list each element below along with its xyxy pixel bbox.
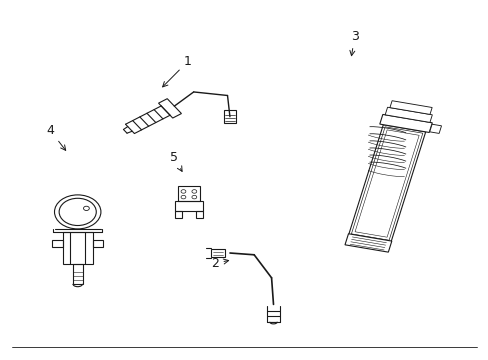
Bar — [389, 101, 431, 114]
Bar — [354, 130, 418, 237]
Bar — [52, 240, 62, 247]
Bar — [429, 124, 441, 134]
Bar — [73, 264, 82, 284]
Bar — [93, 240, 103, 247]
Text: 5: 5 — [169, 150, 182, 171]
FancyArrowPatch shape — [349, 244, 384, 250]
Bar — [345, 234, 391, 252]
Text: 1: 1 — [163, 55, 192, 87]
FancyArrowPatch shape — [351, 239, 385, 245]
FancyArrowPatch shape — [350, 242, 384, 248]
Bar — [178, 186, 200, 201]
FancyArrowPatch shape — [352, 237, 386, 243]
Bar — [62, 233, 93, 264]
Bar — [379, 114, 431, 132]
Bar — [196, 211, 202, 217]
Text: 4: 4 — [46, 124, 65, 150]
Text: 2: 2 — [210, 257, 228, 270]
Bar — [385, 107, 431, 122]
Bar — [175, 211, 182, 217]
Bar — [175, 201, 202, 211]
Bar — [351, 127, 422, 240]
Text: 3: 3 — [349, 30, 358, 56]
Bar — [348, 125, 425, 242]
